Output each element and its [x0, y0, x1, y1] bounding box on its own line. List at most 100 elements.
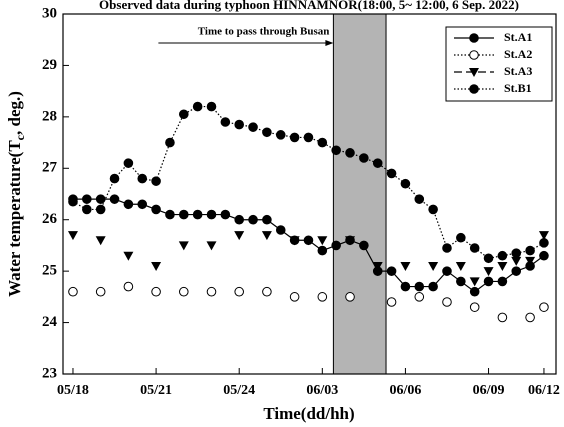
x-tick-label: 06/09	[473, 383, 505, 398]
data-point	[261, 231, 272, 241]
data-point	[178, 209, 189, 220]
data-point	[151, 176, 161, 186]
data-point	[442, 297, 452, 307]
x-tick-label: 06/12	[528, 383, 560, 398]
legend-marker	[469, 68, 479, 77]
data-point	[345, 292, 355, 302]
data-point	[442, 266, 452, 276]
data-point	[178, 286, 189, 297]
data-point	[483, 267, 494, 277]
y-tick-label: 28	[42, 108, 57, 124]
legend-marker	[469, 84, 479, 94]
y-tick-label: 24	[42, 314, 58, 330]
data-point	[317, 137, 328, 148]
data-point	[303, 235, 314, 246]
data-point	[359, 240, 369, 251]
data-point	[206, 209, 217, 220]
plot-frame	[62, 13, 557, 375]
data-point	[469, 243, 480, 253]
legend-label: St.B1	[504, 81, 532, 95]
x-tick-label: 05/21	[140, 383, 172, 398]
data-point	[234, 286, 245, 297]
data-point	[178, 109, 189, 120]
data-point	[137, 173, 148, 184]
y-label-subscript: c	[13, 134, 27, 140]
y-label-part: , deg.)	[5, 91, 24, 135]
data-point	[483, 276, 494, 287]
data-point	[178, 241, 189, 251]
data-point	[262, 127, 272, 138]
data-point	[206, 286, 217, 297]
data-point	[345, 148, 355, 158]
y-tick-label: 25	[42, 263, 57, 279]
data-point	[95, 204, 106, 215]
data-point	[123, 199, 134, 210]
data-point	[359, 153, 369, 163]
data-point	[511, 266, 522, 276]
data-point	[386, 168, 397, 179]
data-point	[428, 204, 438, 215]
data-point	[109, 173, 120, 184]
data-point	[442, 243, 452, 253]
data-point	[538, 231, 549, 241]
data-point	[262, 286, 272, 297]
data-point	[303, 132, 314, 143]
data-point	[483, 253, 494, 264]
data-point	[262, 214, 272, 225]
data-point	[317, 236, 328, 246]
y-tick-label: 27	[42, 160, 58, 176]
data-point	[372, 262, 383, 271]
data-point	[317, 292, 328, 302]
data-point	[289, 132, 300, 143]
data-point	[469, 286, 480, 297]
data-point	[192, 209, 203, 220]
data-point	[428, 281, 438, 292]
legend-label: St.A1	[504, 30, 532, 44]
x-tick-label: 05/18	[57, 383, 89, 398]
data-point	[68, 286, 78, 297]
data-point	[469, 302, 480, 312]
data-point	[137, 199, 148, 210]
data-point	[497, 250, 508, 261]
data-point	[275, 130, 286, 140]
data-point	[469, 277, 480, 287]
y-tick-label: 23	[42, 365, 57, 381]
data-point	[414, 292, 425, 302]
data-point	[456, 276, 466, 287]
region-label: Time to pass through Busan	[198, 26, 330, 38]
legend-label: St.A3	[504, 64, 532, 78]
data-point	[456, 232, 466, 243]
data-point	[386, 266, 397, 276]
data-point	[95, 286, 106, 297]
x-tick-label: 06/03	[306, 383, 338, 398]
data-point	[220, 117, 231, 127]
y-tick-label: 30	[42, 5, 57, 21]
data-point	[151, 204, 161, 215]
data-point	[317, 245, 328, 256]
data-point	[372, 158, 383, 168]
data-point	[331, 240, 341, 251]
data-point	[151, 286, 161, 297]
data-point	[248, 214, 258, 225]
data-point	[386, 297, 397, 307]
y-tick-label: 29	[42, 57, 57, 73]
x-tick-label: 06/06	[389, 383, 421, 398]
data-point	[275, 225, 286, 235]
data-point	[234, 214, 245, 225]
data-point	[165, 209, 175, 220]
data-point	[539, 238, 549, 248]
data-point	[234, 119, 245, 130]
data-point	[539, 302, 549, 312]
data-point	[345, 236, 356, 246]
data-point	[539, 250, 549, 261]
data-point	[414, 281, 425, 292]
data-point	[123, 251, 134, 261]
legend-box	[445, 26, 553, 102]
data-point	[123, 158, 134, 168]
data-point	[289, 236, 300, 246]
legend-marker	[469, 33, 479, 43]
data-point	[331, 145, 341, 156]
data-point	[400, 262, 411, 271]
x-axis-label: Time(dd/hh)	[263, 404, 354, 423]
data-point	[414, 194, 425, 204]
